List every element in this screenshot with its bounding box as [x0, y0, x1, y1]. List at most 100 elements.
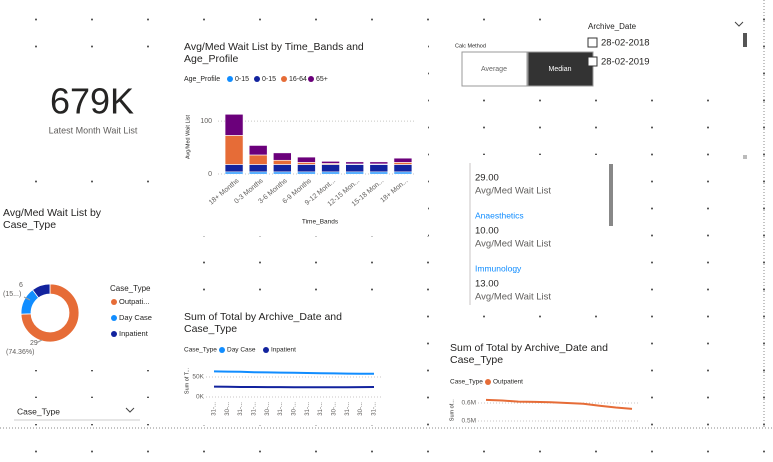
bar-segment — [369, 164, 389, 173]
line-chart-1-title: Sum of Total by Archive_Date and Case_Ty… — [184, 311, 356, 335]
item-name: Immunology — [475, 263, 522, 273]
x-tick-label: 31-... — [372, 402, 378, 416]
bar-segment — [273, 159, 292, 165]
slicer-title: Archive_Date — [588, 22, 637, 31]
legend-marker — [111, 331, 117, 337]
legend-marker — [254, 76, 260, 82]
bar-segment — [345, 164, 364, 173]
legend-title: Case_Type — [110, 284, 151, 293]
legend-label: Inpatient — [271, 347, 296, 354]
legend-marker — [485, 379, 491, 385]
bar-segment — [369, 171, 389, 175]
item-label: Avg/Med Wait List — [475, 186, 551, 197]
scrollbar[interactable] — [743, 155, 747, 159]
donut-slice — [32, 283, 51, 299]
checkbox[interactable] — [587, 56, 598, 67]
legend-label: Outpati... — [119, 297, 149, 306]
toggle-button[interactable] — [461, 51, 528, 87]
legend-marker — [263, 347, 269, 353]
legend-label: Outpatient — [493, 379, 523, 386]
legend-label: 16-64 — [289, 76, 307, 83]
bar-segment — [273, 171, 292, 175]
card-bg — [20, 70, 165, 160]
slicer-title: Calc Method — [455, 43, 486, 49]
card-label: Latest Month Wait List — [49, 125, 138, 135]
bar-segment — [297, 171, 316, 175]
donut-title: Avg/Med Wait List by Case_Type — [3, 207, 113, 231]
legend-marker — [219, 347, 225, 353]
legend-label: Day Case — [227, 347, 256, 354]
scrollbar[interactable] — [609, 164, 613, 226]
bar-segment — [297, 156, 316, 163]
x-tick-label: 30-... — [265, 402, 271, 416]
x-tick-label: 31-... — [305, 402, 311, 416]
option-label: 28-02-2019 — [601, 57, 650, 68]
bar-segment — [248, 154, 268, 165]
legend-label: Inpatient — [119, 329, 149, 338]
leader-line — [35, 339, 43, 344]
bar-segment — [224, 164, 244, 173]
checkbox[interactable] — [587, 37, 598, 48]
bar-segment — [273, 152, 292, 161]
bar-segment — [321, 161, 340, 164]
slicer-title: Case_Type — [17, 406, 60, 416]
bar-segment — [369, 161, 389, 165]
chevron[interactable] — [734, 21, 744, 27]
y-tick-label: 0.5M — [462, 418, 476, 425]
x-tick-label: 31-... — [252, 402, 258, 416]
x-tick-label: 30-... — [292, 402, 298, 416]
x-axis-title: Time_Bands — [302, 219, 339, 226]
chevron[interactable] — [125, 407, 135, 413]
legend-title: Age_Profile — [184, 76, 220, 83]
item-value: 10.00 — [475, 226, 499, 237]
data-label: (74.36%) — [6, 349, 34, 356]
scrollbar[interactable] — [743, 33, 747, 47]
bar-segment — [297, 162, 316, 165]
bar-segment — [248, 164, 268, 173]
toggle-label: Median — [549, 66, 572, 73]
bar-segment — [248, 145, 268, 156]
x-tick-label: 30-... — [332, 402, 338, 416]
x-tick-label: 31-... — [212, 402, 218, 416]
legend-marker — [111, 299, 117, 305]
y-axis-title: Sum of T... — [184, 367, 190, 394]
line-chart-2-title: Sum of Total by Archive_Date and Case_Ty… — [450, 342, 622, 366]
leader-line — [23, 296, 31, 301]
bar-segment — [393, 157, 413, 163]
y-tick-label: 0 — [208, 171, 212, 178]
legend-title: Case_Type — [184, 347, 217, 354]
y-axis-title: Avg/Med Wait List — [185, 115, 191, 159]
y-tick-label: 100 — [200, 118, 212, 125]
legend-marker — [227, 76, 233, 82]
legend-label: 0-15 — [235, 76, 249, 83]
toggle-label: Average — [481, 66, 507, 73]
bar-segment — [345, 171, 364, 175]
bar-visual-bg — [178, 36, 428, 236]
bar-segment — [297, 164, 316, 173]
x-tick-label: 30-... — [358, 402, 364, 416]
y-tick-label: 0K — [196, 394, 205, 401]
bar-segment — [321, 171, 340, 175]
x-tick-label: 31-... — [238, 402, 244, 416]
item-name: Anaesthetics — [475, 210, 524, 220]
y-tick-label: 50K — [192, 374, 204, 381]
donut-slice — [20, 283, 80, 343]
data-label: 6 — [19, 282, 23, 289]
legend-title: Case_Type — [450, 379, 483, 386]
data-label: 29 — [30, 340, 38, 347]
x-tick-label: 31-... — [345, 402, 351, 416]
item-value: 29.00 — [475, 173, 499, 184]
bar-segment — [345, 161, 364, 165]
legend-marker — [308, 76, 314, 82]
bar-segment — [393, 164, 413, 173]
line — [213, 370, 374, 375]
legend-label: 65+ — [316, 76, 328, 83]
x-tick-label: 31-... — [318, 402, 324, 416]
bar-chart-title: Avg/Med Wait List by Time_Bands and Age_… — [184, 41, 364, 65]
bar-segment — [224, 135, 244, 165]
data-label: (15...) — [3, 291, 21, 298]
toggle-button[interactable] — [527, 51, 594, 87]
line — [213, 385, 375, 389]
